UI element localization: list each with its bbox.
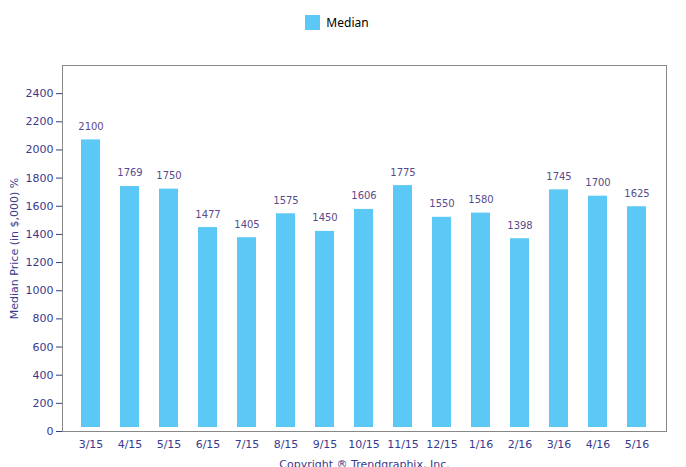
svg-text:5/16: 5/16 — [625, 438, 650, 451]
svg-text:1000: 1000 — [26, 284, 54, 297]
svg-text:1/16: 1/16 — [469, 438, 494, 451]
svg-text:2200: 2200 — [26, 115, 54, 128]
svg-text:1405: 1405 — [234, 219, 259, 230]
svg-text:1800: 1800 — [26, 172, 54, 185]
svg-text:1400: 1400 — [26, 228, 54, 241]
svg-text:2100: 2100 — [78, 121, 103, 132]
svg-text:3/16: 3/16 — [547, 438, 572, 451]
svg-text:9/15: 9/15 — [313, 438, 338, 451]
svg-text:5/15: 5/15 — [157, 438, 182, 451]
svg-text:2400: 2400 — [26, 87, 54, 100]
svg-text:1580: 1580 — [468, 194, 493, 205]
svg-text:600: 600 — [33, 341, 54, 354]
svg-text:1450: 1450 — [312, 212, 337, 223]
svg-text:4/15: 4/15 — [118, 438, 143, 451]
svg-text:1625: 1625 — [624, 188, 649, 199]
svg-text:11/15: 11/15 — [387, 438, 419, 451]
svg-text:Median Price (in $,000) %: Median Price (in $,000) % — [8, 178, 21, 319]
svg-text:1606: 1606 — [351, 190, 376, 201]
svg-text:1477: 1477 — [195, 209, 220, 220]
svg-text:1750: 1750 — [156, 170, 181, 181]
svg-text:1398: 1398 — [507, 220, 532, 231]
svg-text:8/15: 8/15 — [274, 438, 299, 451]
svg-text:1575: 1575 — [273, 195, 298, 206]
svg-text:2/16: 2/16 — [508, 438, 533, 451]
svg-text:6/15: 6/15 — [196, 438, 221, 451]
svg-text:800: 800 — [33, 312, 54, 325]
svg-text:1769: 1769 — [117, 167, 142, 178]
svg-text:400: 400 — [33, 369, 54, 382]
svg-text:3/15: 3/15 — [79, 438, 104, 451]
svg-text:1550: 1550 — [429, 198, 454, 209]
html-text:Median: Median — [326, 14, 369, 31]
svg-text:0: 0 — [47, 425, 54, 438]
svg-text:2000: 2000 — [26, 143, 54, 156]
svg-text:1200: 1200 — [26, 256, 54, 269]
svg-text:1745: 1745 — [546, 171, 571, 182]
svg-text:12/15: 12/15 — [426, 438, 458, 451]
svg-text:4/16: 4/16 — [586, 438, 611, 451]
svg-text:Copyright ® Trendgraphix, Inc.: Copyright ® Trendgraphix, Inc. — [279, 458, 449, 467]
svg-text:1600: 1600 — [26, 200, 54, 213]
svg-text:1775: 1775 — [390, 167, 415, 178]
svg-text:200: 200 — [33, 397, 54, 410]
svg-text:10/15: 10/15 — [348, 438, 380, 451]
svg-text:1700: 1700 — [585, 177, 610, 188]
svg-text:7/15: 7/15 — [235, 438, 260, 451]
